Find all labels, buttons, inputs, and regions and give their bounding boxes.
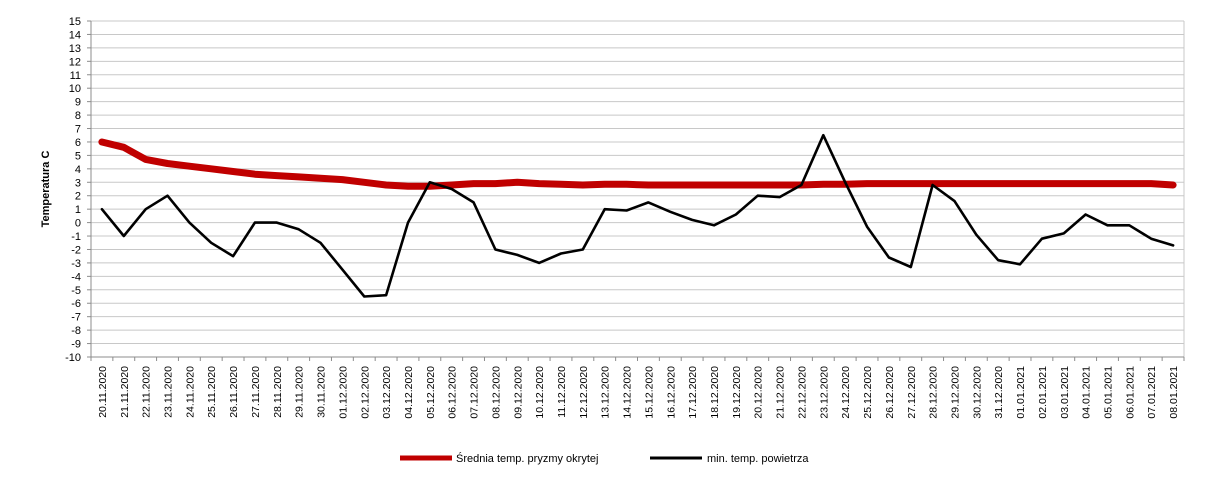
x-tick-label: 21.12.2020 [775, 366, 787, 419]
y-tick-label: 14 [69, 29, 81, 41]
y-tick-label: -9 [71, 339, 81, 351]
x-tick-label: 26.11.2020 [228, 366, 240, 418]
x-tick-label: 30.11.2020 [316, 366, 328, 418]
x-tick-label: 29.11.2020 [294, 366, 306, 418]
y-tick-label: 12 [69, 56, 81, 68]
y-tick-label: -7 [71, 312, 81, 324]
y-tick-label: -4 [71, 271, 81, 283]
x-tick-label: 16.12.2020 [665, 366, 677, 419]
x-tick-label: 29.12.2020 [949, 366, 961, 419]
x-tick-label: 01.01.2021 [1015, 366, 1027, 419]
y-tick-label: 3 [75, 177, 81, 189]
y-tick-label: 6 [75, 137, 81, 149]
x-tick-label: 07.01.2021 [1146, 366, 1158, 419]
y-tick-label: 1 [75, 204, 81, 216]
x-tick-label: 02.12.2020 [359, 366, 371, 419]
x-tick-label: 20.12.2020 [753, 366, 765, 419]
x-tick-label: 12.12.2020 [578, 366, 590, 419]
series-lines [98, 133, 1177, 298]
y-tick-label: -1 [71, 231, 81, 243]
legend: Średnia temp. pryzmy okrytej min. temp. p… [400, 452, 809, 465]
x-tick-label: 05.12.2020 [425, 366, 437, 419]
x-tick-label: 06.01.2021 [1124, 366, 1136, 419]
x-tick-label: 27.12.2020 [906, 366, 918, 419]
x-tick-label: 19.12.2020 [731, 366, 743, 419]
x-tick-label: 13.12.2020 [600, 366, 612, 419]
y-axis-label: Temperatura C [40, 151, 52, 228]
x-tick-label: 25.12.2020 [862, 366, 874, 419]
x-tick-label: 08.12.2020 [490, 366, 502, 419]
legend-label: min. temp. powietrza [707, 453, 809, 465]
y-tick-label: -10 [65, 352, 81, 364]
x-tick-label: 23.11.2020 [163, 366, 175, 418]
x-tick-label: 22.12.2020 [796, 366, 808, 419]
x-tick-label: 06.12.2020 [447, 366, 459, 419]
y-tick-label: 10 [69, 83, 81, 95]
y-tick-label: 2 [75, 191, 81, 203]
x-tick-label: 02.01.2021 [1037, 366, 1049, 419]
y-tick-label: 5 [75, 150, 81, 162]
x-tick-label: 17.12.2020 [687, 366, 699, 419]
x-tick-label: 04.12.2020 [403, 366, 415, 419]
gridlines [91, 20, 1184, 358]
legend-label: Średnia temp. pryzmy okrytej [456, 452, 598, 465]
x-tick-label: 22.11.2020 [141, 366, 153, 418]
axes [87, 20, 1185, 361]
y-tick-label: -2 [71, 244, 81, 256]
y-tick-labels: 1514131211109876543210-1-2-3-4-5-6-7-8-9… [65, 16, 81, 364]
y-tick-label: 7 [75, 124, 81, 136]
x-tick-label: 04.01.2021 [1081, 366, 1093, 419]
x-tick-label: 25.11.2020 [206, 366, 218, 418]
x-tick-label: 24.12.2020 [840, 366, 852, 419]
x-tick-label: 09.12.2020 [512, 366, 524, 419]
y-tick-label: 8 [75, 110, 81, 122]
x-tick-label: 11.12.2020 [556, 366, 568, 418]
x-tick-label: 28.12.2020 [928, 366, 940, 419]
x-tick-label: 01.12.2020 [337, 366, 349, 419]
y-tick-label: 9 [75, 97, 81, 109]
x-tick-label: 24.11.2020 [184, 366, 196, 418]
x-tick-label: 20.11.2020 [97, 366, 109, 418]
x-tick-label: 27.11.2020 [250, 366, 262, 418]
y-tick-label: -5 [71, 285, 81, 297]
y-tick-label: 4 [75, 164, 81, 176]
x-tick-label: 18.12.2020 [709, 366, 721, 419]
x-tick-label: 07.12.2020 [469, 366, 481, 419]
series-line-srednia-temp-pryzmy [98, 138, 1177, 190]
y-tick-label: 13 [69, 43, 81, 55]
x-tick-label: 23.12.2020 [818, 366, 830, 419]
x-tick-label: 28.11.2020 [272, 366, 284, 418]
y-tick-label: 11 [70, 70, 81, 82]
x-tick-label: 31.12.2020 [993, 366, 1005, 419]
series-line-min-temp-powietrza [100, 133, 1175, 298]
x-tick-label: 30.12.2020 [971, 366, 983, 419]
x-tick-label: 03.12.2020 [381, 366, 393, 419]
y-tick-label: -8 [71, 325, 81, 337]
x-tick-label: 15.12.2020 [643, 366, 655, 419]
x-tick-label: 08.01.2021 [1168, 366, 1180, 419]
y-tick-label: -3 [71, 258, 81, 270]
x-tick-label: 26.12.2020 [884, 366, 896, 419]
y-tick-label: 15 [69, 16, 81, 28]
x-tick-label: 10.12.2020 [534, 366, 546, 419]
y-tick-label: 0 [75, 218, 81, 230]
x-tick-label: 14.12.2020 [622, 366, 634, 419]
x-tick-labels: 20.11.2020 21.11.2020 22.11.2020 23.11.2020… [97, 366, 1180, 419]
y-tick-label: -6 [71, 298, 81, 310]
x-tick-label: 03.01.2021 [1059, 366, 1071, 419]
x-tick-label: 05.01.2021 [1102, 366, 1114, 419]
x-tick-label: 21.11.2020 [119, 366, 131, 418]
